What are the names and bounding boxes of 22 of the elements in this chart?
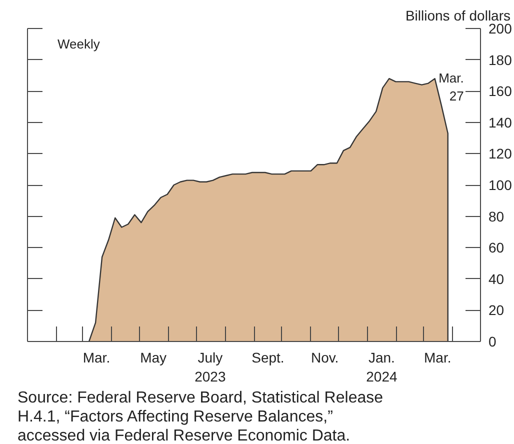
y-tick-label: 80 xyxy=(488,208,504,224)
x-tick-label: May xyxy=(140,350,167,366)
y-tick-label: 0 xyxy=(488,334,496,350)
y-tick-label: 140 xyxy=(488,114,512,130)
y-tick-label: 120 xyxy=(488,146,512,162)
y-tick-label: 160 xyxy=(488,83,512,100)
y-tick-label: 180 xyxy=(488,52,512,68)
x-tick-label: Jan. 2024 xyxy=(366,350,398,385)
annotation: Mar. 27 xyxy=(438,70,464,104)
source-note: Source: Federal Reserve Board, Statistical Release H.4.1, “Factors Affecting Reserve Balances,” accessed via Federal Reserve Economic Data. xyxy=(18,390,384,444)
x-tick-label: Sept. xyxy=(252,350,284,366)
y-axis-title: Billions of dollars xyxy=(405,8,511,24)
y-tick-label: 200 xyxy=(488,20,512,36)
y-tick-label: 20 xyxy=(488,302,504,318)
x-tick-label: Mar. xyxy=(82,350,110,366)
y-tick-label: 40 xyxy=(488,270,504,287)
annotation: Weekly xyxy=(58,36,100,52)
y-tick-label: 60 xyxy=(488,240,504,256)
y-tick-label: 100 xyxy=(488,177,512,193)
x-tick-label: Mar. xyxy=(424,350,452,366)
x-tick-label: July 2023 xyxy=(194,350,226,385)
x-tick-label: Nov. xyxy=(310,350,339,366)
